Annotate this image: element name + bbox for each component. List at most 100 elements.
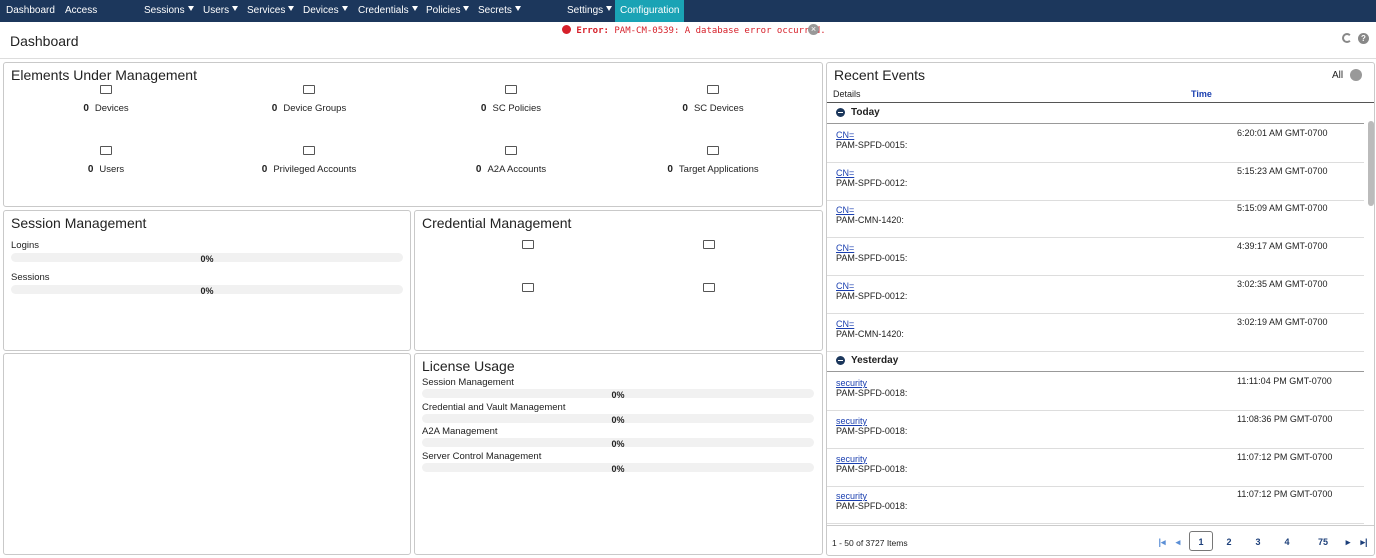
filter-label[interactable]: All xyxy=(1332,70,1344,81)
element-stat: 0 Device Groups xyxy=(209,103,409,114)
event-list: Today CN= PAM-SPFD-0015: 6:20:01 AM GMT-070… xyxy=(827,103,1374,525)
bar-value: 0% xyxy=(611,414,625,425)
event-link[interactable]: CN= xyxy=(836,318,855,329)
pager-next[interactable]: ▸ xyxy=(1345,537,1351,547)
element-stat: 0 Devices xyxy=(6,103,206,114)
event-link[interactable]: CN= xyxy=(836,130,855,140)
event-row: security PAM-SPFD-0018: 11:07:12 PM GMT-07… xyxy=(827,486,1364,525)
element-count: 0 xyxy=(261,164,268,175)
nav-item[interactable]: Credentials xyxy=(355,0,421,22)
element-icon xyxy=(303,146,315,155)
nav-item[interactable]: Sessions xyxy=(141,0,197,22)
nav-item[interactable]: Secrets xyxy=(475,0,524,22)
event-detail: PAM-SPFD-0018: xyxy=(836,425,908,436)
element-count: 0 xyxy=(271,103,278,114)
bar-label: Credential and Vault Management xyxy=(422,401,566,413)
event-link[interactable]: security xyxy=(836,378,868,389)
bar-label: Logins xyxy=(11,240,39,251)
event-link[interactable]: CN= xyxy=(836,280,855,291)
panel-title: Credential Management xyxy=(422,215,572,231)
element-label: SC Devices xyxy=(693,103,744,114)
element-icon xyxy=(505,146,517,155)
event-link[interactable]: security xyxy=(836,491,868,502)
element-stat: 0 Target Applications xyxy=(613,164,813,175)
nav-item[interactable]: Access xyxy=(65,5,98,16)
divider xyxy=(0,58,1376,59)
nav-item[interactable]: Configuration xyxy=(615,0,685,22)
credential-icon xyxy=(522,283,534,292)
nav-item[interactable]: Policies xyxy=(423,0,472,22)
pager-last[interactable]: ▸| xyxy=(1360,537,1368,547)
page-link[interactable]: 3 xyxy=(1255,537,1261,547)
progress-bar xyxy=(11,253,403,262)
collapse-icon[interactable] xyxy=(836,356,845,366)
event-row: CN= PAM-SPFD-0015: 6:20:01 AM GMT-0700 xyxy=(827,125,1364,163)
nav-item[interactable]: Services xyxy=(244,0,297,22)
event-detail: PAM-CMN-1420: xyxy=(836,328,904,339)
nav-bar: Dashboard Access Sessions Users Services Devi… xyxy=(0,0,1376,22)
event-row: CN= PAM-SPFD-0012: 3:02:35 AM GMT-0700 xyxy=(827,276,1364,314)
filter-button[interactable] xyxy=(1350,69,1362,81)
event-link[interactable]: CN= xyxy=(836,205,855,216)
page-link[interactable]: 4 xyxy=(1284,537,1290,547)
page-title: Dashboard xyxy=(10,33,79,49)
nav-item[interactable]: Settings xyxy=(564,0,615,22)
error-icon xyxy=(562,25,571,34)
progress-bar xyxy=(422,462,814,472)
error-banner: Error: PAM-CM-0539: A database error occ… xyxy=(562,25,826,36)
element-icon xyxy=(100,85,112,94)
nav-item[interactable]: Dashboard xyxy=(6,5,55,16)
group-header[interactable]: Today xyxy=(827,103,1364,124)
event-row: security PAM-SPFD-0018: 11:07:12 PM GMT-07… xyxy=(827,449,1364,487)
credential-icon xyxy=(703,240,715,249)
event-time: 11:07:12 PM GMT-0700 xyxy=(1237,451,1333,462)
close-error[interactable]: × xyxy=(808,24,819,35)
elements-panel: Elements Under Management 0 Devices 0 Device… xyxy=(3,62,823,207)
group-header[interactable]: Yesterday xyxy=(827,351,1364,373)
event-link[interactable]: security xyxy=(836,415,868,426)
page-link[interactable]: 75 xyxy=(1317,537,1328,547)
element-stat: 0 Privileged Accounts xyxy=(209,164,409,175)
column-header[interactable]: Time xyxy=(1191,89,1212,99)
event-time: 3:02:19 AM GMT-0700 xyxy=(1237,316,1328,327)
event-time: 3:02:35 AM GMT-0700 xyxy=(1237,278,1328,289)
scrollbar[interactable] xyxy=(1368,121,1374,206)
element-label: A2A Accounts xyxy=(487,164,547,175)
bar-value: 0% xyxy=(200,254,214,264)
panel-title: Elements Under Management xyxy=(11,67,197,83)
refresh-button[interactable] xyxy=(1342,33,1352,43)
bar-value: 0% xyxy=(611,463,625,474)
event-link[interactable]: security xyxy=(836,453,868,464)
bar-value: 0% xyxy=(611,439,625,449)
empty-panel xyxy=(3,353,411,555)
progress-bar xyxy=(422,413,814,423)
bar-label: Sessions xyxy=(11,272,50,283)
element-stat: 0 SC Policies xyxy=(411,103,611,114)
element-icon xyxy=(707,146,719,155)
group-name: Today xyxy=(851,107,880,118)
event-time: 5:15:09 AM GMT-0700 xyxy=(1237,203,1328,214)
credential-icon xyxy=(522,240,534,249)
event-link[interactable]: CN= xyxy=(836,243,855,254)
page-link[interactable]: 1 xyxy=(1189,531,1213,551)
nav-item[interactable]: Users xyxy=(200,0,241,22)
help-button[interactable]: ? xyxy=(1358,33,1369,44)
element-label: SC Policies xyxy=(492,103,542,114)
panel-title: License Usage xyxy=(422,358,515,374)
event-link[interactable]: CN= xyxy=(836,167,855,178)
pager-first[interactable]: |◂ xyxy=(1158,537,1166,547)
collapse-icon[interactable] xyxy=(836,108,845,117)
bar-value: 0% xyxy=(611,390,625,400)
element-label: Device Groups xyxy=(283,103,347,114)
nav-item[interactable]: Devices xyxy=(300,0,351,22)
page-link[interactable]: 2 xyxy=(1226,537,1232,547)
element-count: 0 xyxy=(682,103,688,114)
event-detail: PAM-SPFD-0018: xyxy=(836,463,908,474)
event-detail: PAM-SPFD-0018: xyxy=(836,388,908,399)
pager-prev[interactable]: ◂ xyxy=(1175,537,1181,547)
item-count: 1 - 50 of 3727 Items xyxy=(832,538,908,548)
element-icon xyxy=(303,85,315,94)
events-panel: Recent Events All Details Time Today CN= PAM-S… xyxy=(826,62,1375,556)
element-label: Devices xyxy=(94,103,129,114)
